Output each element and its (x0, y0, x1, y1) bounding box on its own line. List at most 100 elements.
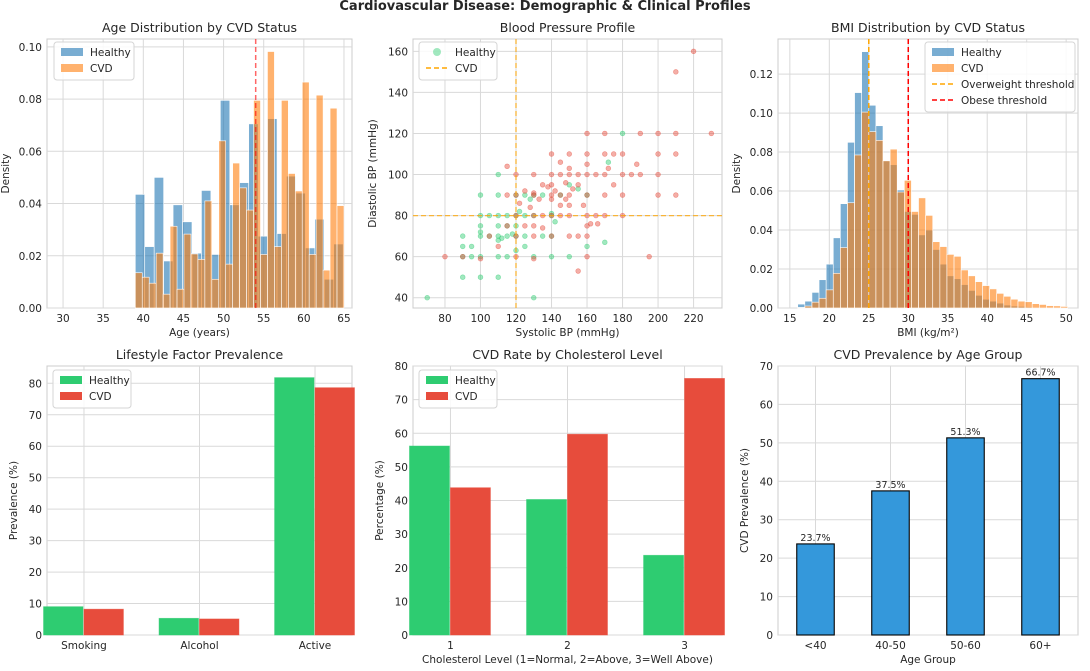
y-tick-label: 20 (29, 567, 42, 579)
cvd-point (570, 186, 576, 192)
y-tick-label: 20 (760, 553, 773, 565)
cvd-bar (176, 288, 185, 309)
legend-label: Obese threshold (961, 95, 1047, 107)
cvd-bar (911, 211, 919, 309)
cvd-bar (818, 297, 827, 309)
cvd-bar (925, 215, 934, 309)
legend-entry: CVD (426, 391, 478, 403)
legend-label: Healthy (89, 375, 130, 387)
cvd-point (531, 223, 537, 229)
cvd-point (673, 192, 679, 198)
x-tick-label: 20 (823, 313, 836, 325)
healthy-bar (409, 445, 450, 636)
cvd-point (605, 165, 612, 172)
cvd-point (563, 180, 569, 186)
y-tick-label: 10 (760, 592, 773, 604)
y-axis-label: Density (0, 154, 12, 194)
y-tick-label: 60 (395, 428, 408, 440)
legend-entry: CVD (426, 63, 478, 75)
x-tick-label: 35 (941, 313, 954, 325)
x-tick-label: 45 (177, 313, 190, 325)
legend-label: CVD (89, 391, 112, 403)
y-tick-label: 50 (760, 438, 773, 450)
x-tick-label: 40-50 (875, 640, 906, 652)
cvd-bar (832, 273, 841, 309)
cvd-point (566, 202, 572, 209)
cvd-point (566, 192, 572, 198)
healthy-point (468, 243, 475, 250)
y-tick-label: 60 (29, 441, 42, 453)
y-tick-label: 140 (388, 87, 408, 99)
cvd-bar (274, 246, 282, 309)
cvd-point (673, 151, 679, 157)
legend-label: CVD (455, 391, 478, 403)
healthy-point (584, 243, 590, 250)
x-tick-label: 45 (1020, 313, 1033, 325)
cvd-point (655, 151, 661, 157)
cvd-point (548, 171, 555, 178)
legend-label: CVD (455, 63, 478, 75)
cvd-bar (1017, 300, 1026, 309)
legend-entry: Healthy (426, 375, 496, 387)
cvd-bar (260, 254, 268, 309)
y-tick-label: 0 (766, 630, 773, 642)
legend-entry: Healthy (61, 47, 131, 59)
healthy-point (460, 274, 466, 280)
y-tick-label: 0.12 (750, 69, 773, 81)
cvd-bar (1031, 303, 1040, 309)
panel-title: BMI Distribution by CVD Status (831, 20, 1025, 35)
legend-entry: Obese threshold (932, 95, 1047, 107)
cvd-point (602, 130, 608, 137)
y-tick-label: 60 (395, 252, 408, 264)
cvd-bar (253, 100, 261, 309)
cvd-bar (896, 191, 905, 309)
y-tick-label: 40 (395, 496, 408, 508)
y-tick-label: 120 (388, 128, 408, 140)
cvd-bar (246, 209, 254, 309)
cvd-bar (946, 254, 955, 309)
cvd-point (516, 200, 523, 206)
healthy-point (495, 237, 501, 243)
x-axis-label: Cholesterol Level (1=Normal, 2=Above, 3=… (422, 654, 713, 666)
x-tick-label: 60 (297, 313, 310, 325)
legend-box (924, 41, 1076, 113)
y-tick-label: 30 (395, 529, 408, 541)
y-axis-label: Density (731, 154, 743, 194)
healthy-point (516, 208, 523, 215)
cvd-bar (134, 272, 143, 309)
cvd-bar (868, 131, 877, 309)
cvd-point (552, 188, 558, 194)
x-tick-label: 65 (337, 313, 350, 325)
y-tick-label: 30 (29, 536, 42, 548)
x-tick-label: 50 (1059, 313, 1072, 325)
legend-swatch (932, 48, 954, 56)
bar-value-label: 23.7% (800, 533, 830, 544)
healthy-point (504, 253, 510, 260)
x-tick-label: 120 (506, 313, 526, 325)
cvd-bar (684, 378, 725, 636)
cvd-point (566, 165, 572, 172)
cvd-point (637, 171, 644, 178)
cvd-point (522, 223, 528, 229)
cvd-point (587, 221, 594, 227)
cvd-point (584, 130, 590, 137)
legend-swatch (60, 392, 82, 400)
cvd-bar (162, 293, 171, 309)
healthy-point (495, 274, 501, 280)
cvd-bar (148, 282, 157, 309)
healthy-point (575, 186, 581, 192)
cvd-bar (811, 301, 820, 309)
healthy-point (619, 130, 626, 137)
y-tick-label: 80 (29, 378, 42, 390)
healthy-point (495, 171, 501, 178)
cvd-bar (1053, 305, 1061, 309)
x-tick-label: <40 (804, 640, 826, 652)
cvd-bar (1060, 306, 1069, 309)
cvd-point (531, 190, 537, 196)
cvd-bar (190, 253, 199, 309)
healthy-point (552, 219, 558, 225)
y-tick-label: 70 (29, 410, 42, 422)
cvd-point (584, 171, 590, 178)
y-tick-label: 50 (29, 473, 42, 485)
